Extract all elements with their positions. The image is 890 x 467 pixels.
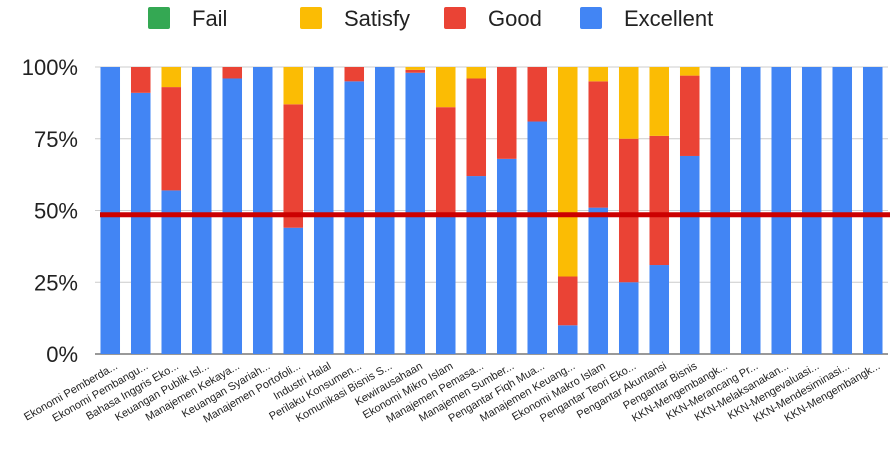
- bar-segment-good: [618, 138, 639, 283]
- legend-label-good: Good: [488, 6, 542, 31]
- bar-segment-good: [435, 107, 456, 217]
- y-tick-label: 50%: [34, 199, 78, 224]
- y-axis-ticks: 0% 25% 50% 75% 100%: [22, 55, 78, 367]
- bar-segment-excellent: [313, 67, 334, 354]
- bar-segment-satisfy: [557, 67, 578, 277]
- bar-segment-excellent: [862, 67, 883, 354]
- bar-segment-excellent: [100, 67, 121, 354]
- y-tick-label: 100%: [22, 55, 78, 80]
- bar-segment-good: [527, 67, 548, 122]
- bar-segment-excellent: [252, 67, 273, 354]
- legend-label-fail: Fail: [192, 6, 227, 31]
- bar-segment-excellent: [496, 158, 517, 354]
- bar-segment-good: [466, 78, 487, 177]
- bar-segment-excellent: [527, 121, 548, 354]
- x-axis-ticks: Ekonomi Pemberda...Ekonomi Pembangu...Ba…: [22, 360, 882, 426]
- bar-segment-good: [679, 75, 700, 156]
- bar-segment-excellent: [130, 92, 151, 354]
- legend: Fail Satisfy Good Excellent: [148, 6, 713, 31]
- legend-label-excellent: Excellent: [624, 6, 713, 31]
- y-tick-label: 0%: [46, 342, 78, 367]
- bar-segment-excellent: [710, 67, 731, 354]
- bar-segment-excellent: [740, 67, 761, 354]
- bar-segment-excellent: [344, 81, 365, 354]
- bar-segment-excellent: [374, 67, 395, 354]
- bar-segment-satisfy: [283, 67, 304, 105]
- bar-segment-good: [588, 81, 609, 208]
- bar-segment-good: [496, 67, 517, 159]
- bar-segment-satisfy: [161, 67, 182, 88]
- legend-swatch-good: [444, 7, 466, 29]
- y-tick-label: 25%: [34, 270, 78, 295]
- bar-segment-good: [649, 135, 670, 266]
- gridlines: [95, 66, 888, 355]
- bar-segment-excellent: [283, 227, 304, 354]
- bar-segment-excellent: [191, 67, 212, 354]
- bars: [100, 67, 883, 355]
- bar-segment-satisfy: [679, 67, 700, 76]
- y-tick-label: 75%: [34, 127, 78, 152]
- bar-segment-excellent: [649, 265, 670, 354]
- legend-swatch-satisfy: [300, 7, 322, 29]
- bar-segment-satisfy: [435, 67, 456, 108]
- bar-segment-satisfy: [405, 67, 426, 70]
- bar-segment-good: [283, 104, 304, 228]
- bar-segment-excellent: [466, 176, 487, 354]
- bar-segment-excellent: [161, 190, 182, 354]
- bar-segment-excellent: [557, 325, 578, 354]
- bar-segment-excellent: [771, 67, 792, 354]
- bar-segment-excellent: [588, 207, 609, 354]
- bar-segment-excellent: [618, 282, 639, 354]
- bar-segment-good: [130, 67, 151, 93]
- bar-segment-satisfy: [466, 67, 487, 79]
- bar-segment-good: [405, 69, 426, 73]
- bar-segment-good: [222, 67, 243, 79]
- bar-segment-good: [344, 67, 365, 82]
- legend-swatch-excellent: [580, 7, 602, 29]
- bar-segment-excellent: [832, 67, 853, 354]
- legend-swatch-fail: [148, 7, 170, 29]
- bar-segment-satisfy: [649, 67, 670, 136]
- bar-segment-good: [161, 87, 182, 191]
- bar-segment-satisfy: [618, 67, 639, 139]
- legend-label-satisfy: Satisfy: [344, 6, 410, 31]
- bar-segment-good: [557, 276, 578, 326]
- bar-segment-excellent: [435, 216, 456, 354]
- bar-segment-excellent: [801, 67, 822, 354]
- bar-segment-satisfy: [588, 67, 609, 82]
- bar-segment-excellent: [679, 155, 700, 354]
